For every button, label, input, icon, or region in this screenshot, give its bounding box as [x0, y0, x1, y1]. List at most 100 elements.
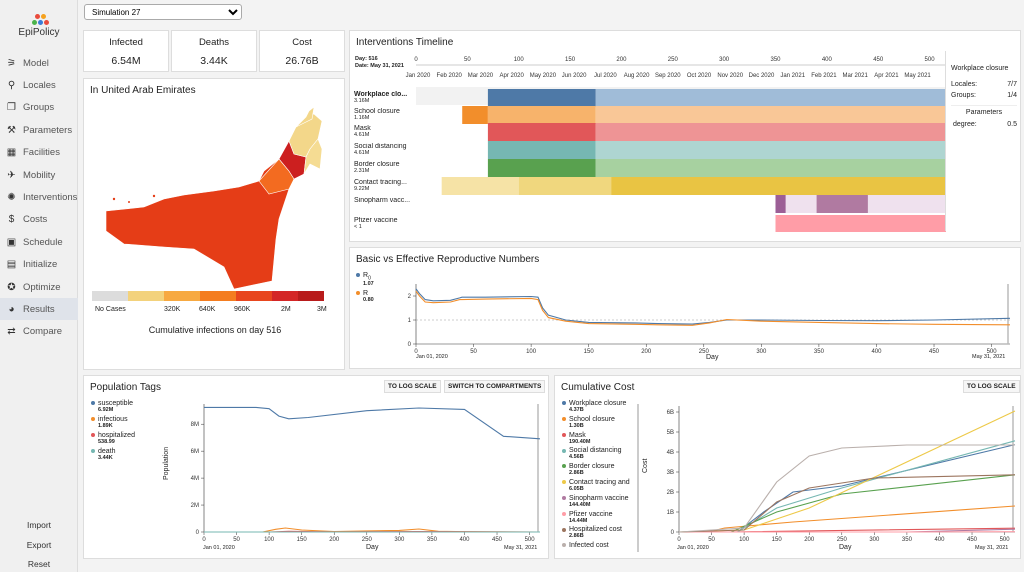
- legend-label-320k: 320K: [164, 306, 181, 313]
- y-tick-label: 1: [408, 318, 412, 324]
- map-region-abu-dhabi[interactable]: [105, 113, 315, 290]
- sidebar-item-model[interactable]: ⚞ Model: [0, 52, 78, 74]
- legend-name: infectious: [98, 416, 128, 423]
- plot-area: 0 50 100 150 200 250 300 350 400 450 500 0 1 2: [408, 284, 1011, 355]
- import-button[interactable]: Import: [26, 520, 52, 530]
- uae-map[interactable]: [84, 99, 346, 299]
- timeline-row-label[interactable]: Pfizer vaccine < 1: [354, 217, 414, 230]
- population-legend-item[interactable]: susceptible 6.92M: [91, 400, 133, 413]
- degree-label: degree:: [953, 121, 977, 128]
- cost-legend-item[interactable]: Pfizer vaccine 14.44M: [562, 511, 613, 524]
- cost-legend-item[interactable]: Hospitalized cost 2.86B: [562, 526, 622, 539]
- population-legend-item[interactable]: hospitalized 538.99: [91, 432, 135, 445]
- sidebar-item-parameters[interactable]: ⚒ Parameters: [0, 119, 78, 141]
- export-button[interactable]: Export: [26, 540, 52, 550]
- degree-value: 0.5: [1007, 121, 1017, 128]
- population-legend-item[interactable]: infectious 1.89K: [91, 416, 128, 429]
- timeline-bar-segment[interactable]: [441, 177, 519, 195]
- cost-log-scale-button[interactable]: TO LOG SCALE: [963, 380, 1020, 393]
- sidebar-item-locales[interactable]: ⚲ Locales: [0, 74, 78, 96]
- legend-label-640k: 640K: [199, 306, 216, 313]
- sidebar-item-mobility[interactable]: ✈ Mobility: [0, 164, 78, 186]
- sidebar-item-schedule[interactable]: ▣ Schedule: [0, 231, 78, 253]
- timeline-row-label[interactable]: Contact tracing... 9.22M: [354, 179, 414, 192]
- cost-legend-item[interactable]: Social distancing 4.56B: [562, 447, 622, 460]
- sidebar-item-interventions[interactable]: ✺ Interventions: [0, 186, 78, 208]
- y-tick-label: 2: [408, 294, 412, 300]
- population-log-scale-button[interactable]: TO LOG SCALE: [384, 380, 441, 393]
- x-tick-label: 0: [677, 537, 681, 543]
- sidebar-item-initialize[interactable]: ▤ Initialize: [0, 254, 78, 276]
- timeline-bar-segment[interactable]: [816, 195, 868, 213]
- x-tick-label: 450: [929, 349, 940, 355]
- timeline-bar-segment[interactable]: [595, 89, 946, 107]
- timeline-bars[interactable]: [416, 85, 946, 235]
- x-tick-label: 200: [641, 349, 652, 355]
- map-region-musandam-strip[interactable]: [295, 106, 315, 128]
- sidebar-item-results[interactable]: ◕ Results: [0, 298, 78, 321]
- legend-value: 6.92M: [98, 407, 114, 413]
- timeline-bar-segment[interactable]: [611, 177, 946, 195]
- x-tick-label: 500: [1000, 537, 1011, 543]
- legend-r[interactable]: R 0.80: [356, 290, 374, 303]
- series-line-r: [415, 290, 1011, 326]
- sidebar-item-compare[interactable]: ⇄ Compare: [0, 321, 78, 343]
- timeline-bar-segment[interactable]: [867, 195, 946, 213]
- intervention-name: Workplace clo...: [354, 91, 408, 98]
- population-chart[interactable]: 0 50 100 150 200 250 300 350 400 450 500 0 2M 4M 6M 8M: [84, 376, 550, 560]
- sidebar-item-costs[interactable]: $ Costs: [0, 209, 78, 231]
- sidebar-item-facilities[interactable]: ▦ Facilities: [0, 142, 78, 164]
- legend-name: hospitalized: [98, 432, 135, 439]
- cost-legend-item[interactable]: Sinopharm vaccine 144.40M: [562, 495, 629, 508]
- repro-chart[interactable]: 0 50 100 150 200 250 300 350 400 450 500 0 1 2: [350, 248, 1022, 370]
- y-tick-label: 1B: [667, 510, 674, 516]
- timeline-bar-segment[interactable]: [775, 215, 946, 232]
- cost-chart[interactable]: 0 50 100 150 200 250 300 350 400 450 500 0 1B 2B 3B 4B 5…: [555, 376, 1022, 560]
- timeline-bar-segment[interactable]: [518, 177, 612, 195]
- intervention-details: Workplace closure Locales: 7/7 Groups: 1/4…: [951, 65, 1017, 128]
- timeline-bar-segment[interactable]: [487, 89, 596, 107]
- timeline-bar-segment[interactable]: [462, 106, 488, 124]
- legend-r0[interactable]: R0 1.07: [356, 272, 374, 287]
- timeline-row-label[interactable]: School closure 1.16M: [354, 108, 414, 121]
- groups-value: 1/4: [1007, 92, 1017, 99]
- cost-legend-item[interactable]: Mask 190.40M: [562, 432, 590, 445]
- timeline-bar-segment[interactable]: [487, 141, 596, 159]
- timeline-bar-segment[interactable]: [775, 195, 786, 213]
- cost-legend-item[interactable]: Infected cost: [562, 542, 609, 549]
- timeline-row-label[interactable]: Mask 4.61M: [354, 125, 414, 138]
- timeline-row-label[interactable]: Workplace clo... 3.16M: [354, 91, 414, 104]
- timeline-bar-segment[interactable]: [595, 106, 946, 124]
- timeline-bar-segment[interactable]: [595, 159, 946, 177]
- legend-dot: [562, 401, 566, 406]
- plot-area: 0 50 100 150 200 250 300 350 400 450 500 0 1B 2B 3B 4B 5…: [667, 406, 1016, 543]
- timeline-row-label[interactable]: Border closure 2.31M: [354, 161, 414, 174]
- cost-legend-item[interactable]: Contact tracing and 6.05B: [562, 479, 630, 492]
- timeline-bar-segment[interactable]: [487, 106, 596, 124]
- cost-legend-scrollbar[interactable]: [637, 404, 639, 552]
- reset-button[interactable]: Reset: [27, 559, 51, 569]
- timeline-divider: [945, 51, 946, 231]
- repro-start-date: Jan 01, 2020: [416, 354, 448, 360]
- legend-label-2m: 2M: [281, 306, 291, 313]
- timeline-axis: 0 50 100 150 200 250 300 350 400 450 500 Jan 2020 Fe…: [406, 57, 946, 79]
- timeline-bar-segment[interactable]: [595, 123, 946, 141]
- timeline-row-label[interactable]: Sinopharm vacc...: [354, 197, 414, 204]
- switch-to-compartments-button[interactable]: SWITCH TO COMPARTMENTS: [444, 380, 546, 393]
- map-region-fujairah[interactable]: [303, 138, 323, 175]
- timeline-bar-segment[interactable]: [487, 159, 596, 177]
- cost-legend-item[interactable]: School closure 1.30B: [562, 416, 615, 429]
- sidebar-item-label: Costs: [23, 214, 48, 226]
- cost-legend-item[interactable]: Border closure 2.86B: [562, 463, 615, 476]
- timeline-bar-segment[interactable]: [785, 195, 817, 213]
- legend-label-no-cases: No Cases: [95, 306, 126, 313]
- cost-legend-item[interactable]: Workplace closure 4.37B: [562, 400, 626, 413]
- sidebar-item-optimize[interactable]: ✪ Optimize: [0, 276, 78, 298]
- sidebar-item-groups[interactable]: ❐ Groups: [0, 97, 78, 119]
- timeline-bar-segment[interactable]: [595, 141, 946, 159]
- plot-area: 0 50 100 150 200 250 300 350 400 450 500 0 2M 4M 6M 8M: [191, 404, 541, 543]
- timeline-row-label[interactable]: Social distancing 4.61M: [354, 143, 414, 156]
- timeline-bar-segment[interactable]: [487, 123, 596, 141]
- population-legend-item[interactable]: death 3.44K: [91, 448, 116, 461]
- simulation-select[interactable]: Simulation 27: [84, 4, 242, 20]
